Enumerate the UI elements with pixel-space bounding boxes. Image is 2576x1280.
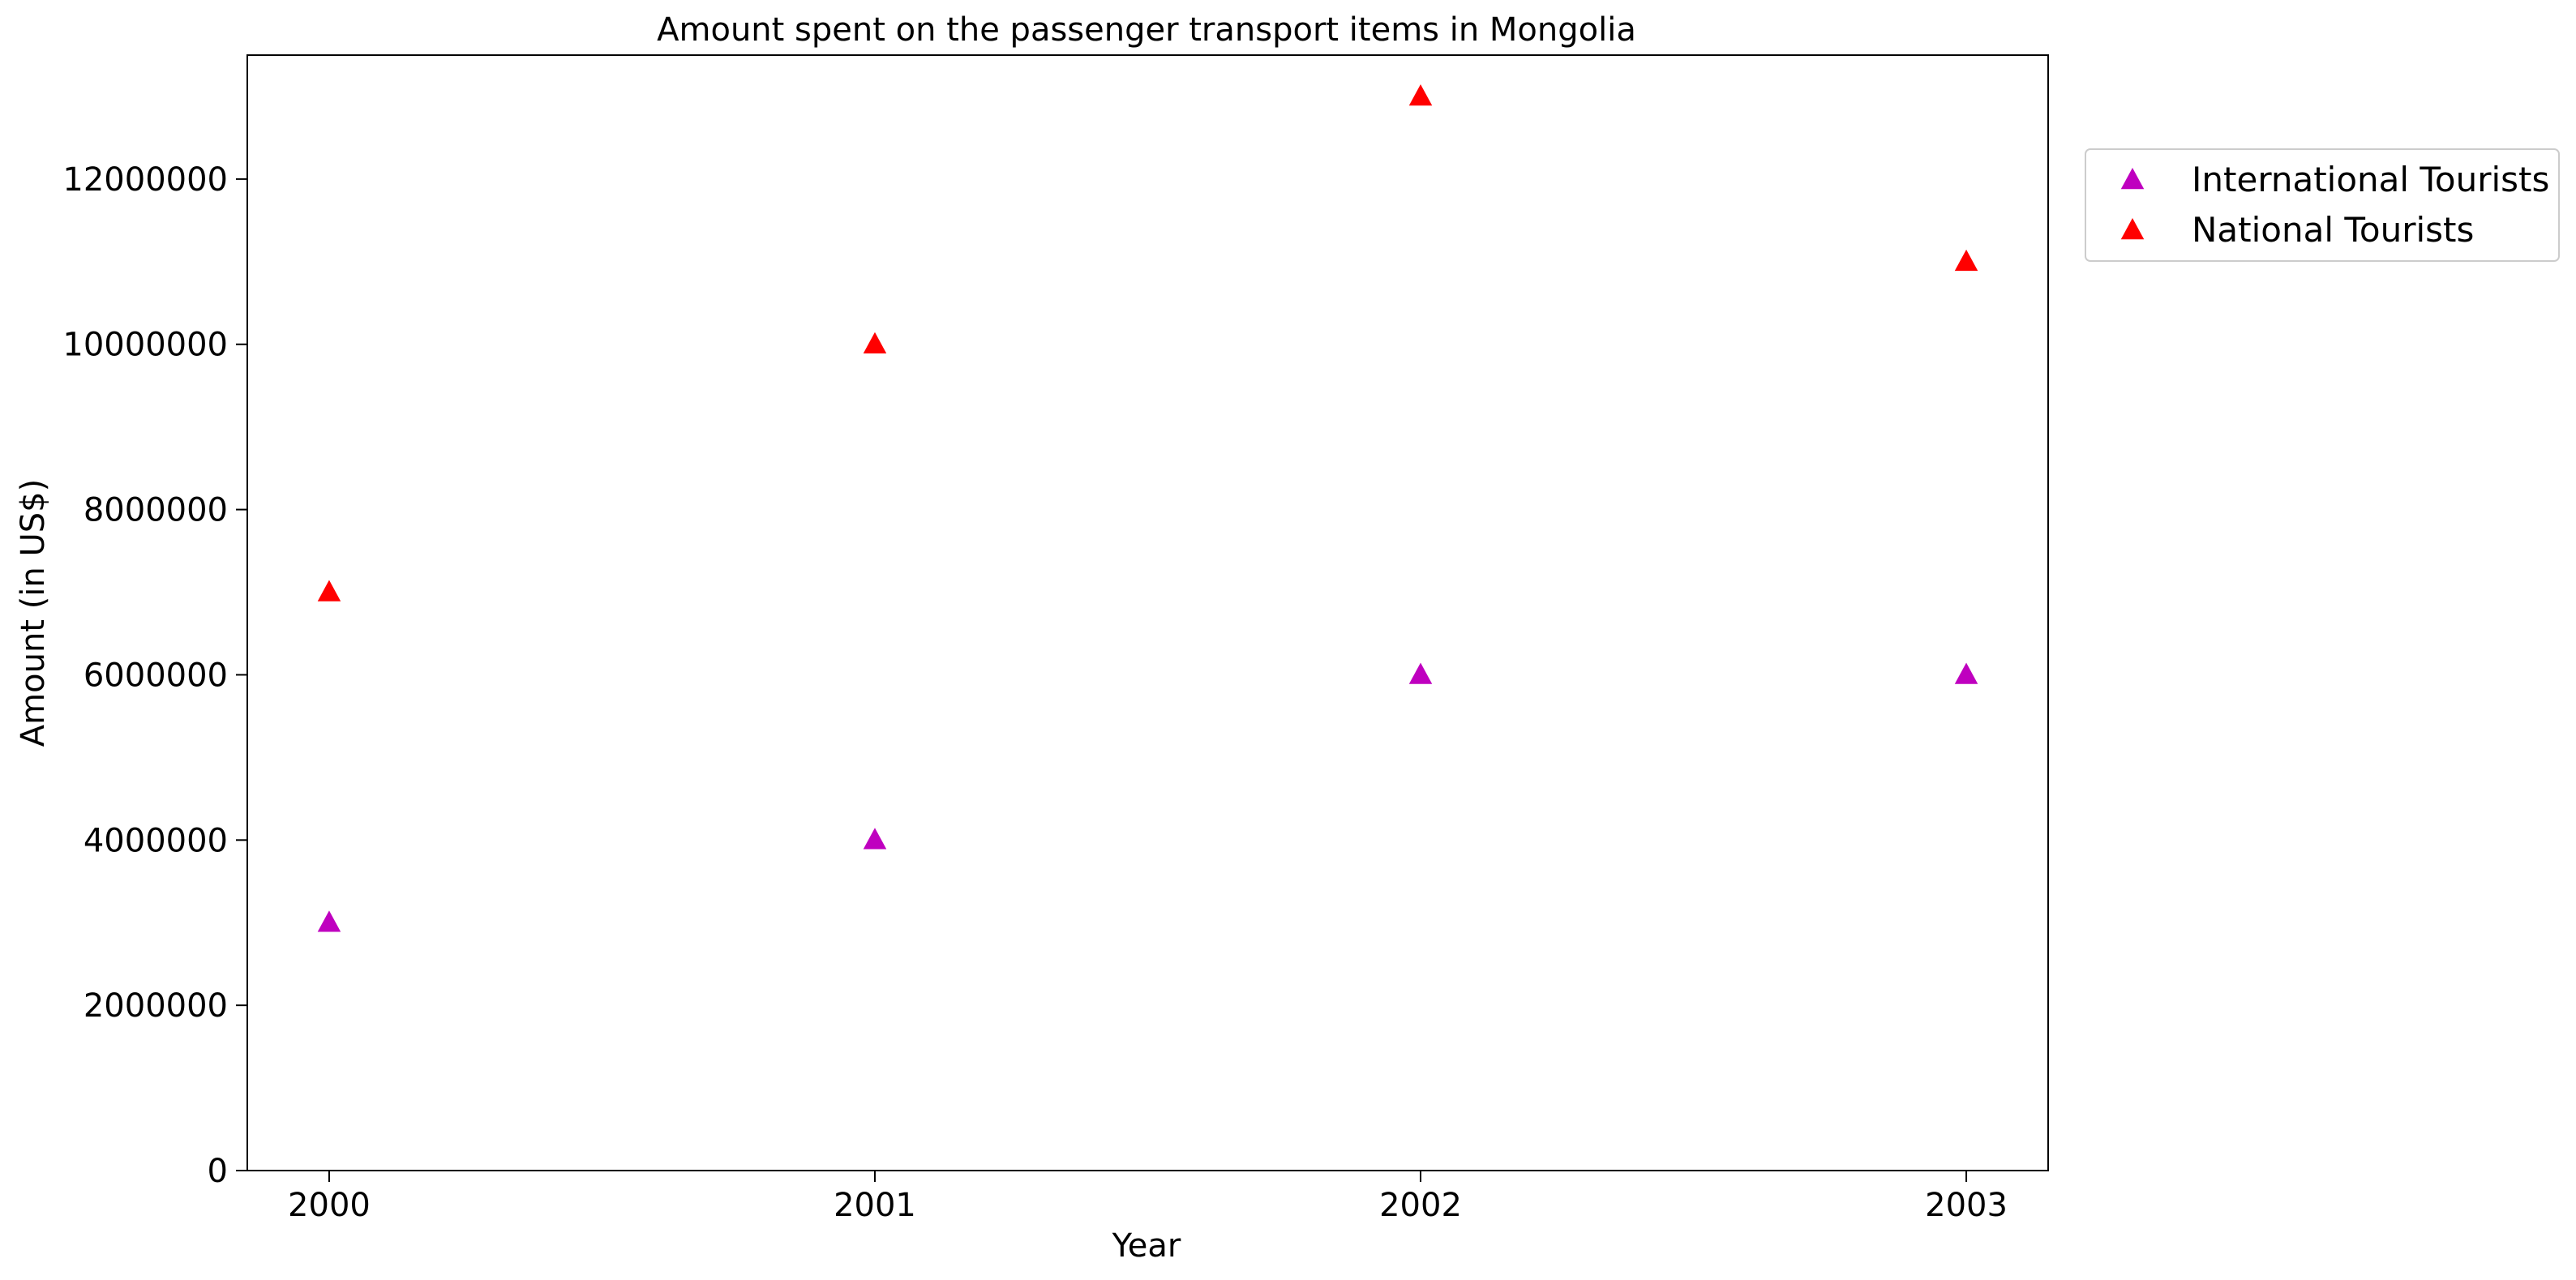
y-tick-label: 0 <box>208 1153 228 1190</box>
y-axis: 0 2000000 4000000 6000000 8000000 10000000 120… <box>62 161 247 1190</box>
legend-marker <box>2120 218 2145 240</box>
data-point-national <box>863 332 887 353</box>
x-tick-label: 2001 <box>834 1187 916 1224</box>
plot-area <box>246 54 2049 1171</box>
y-tick-label: 4000000 <box>84 822 228 859</box>
legend-marker <box>2120 168 2145 190</box>
x-tick-label: 2002 <box>1379 1187 1462 1224</box>
legend: International Tourists National Tourists <box>2085 148 2560 262</box>
data-point-international <box>1408 662 1433 684</box>
x-axis: 2000 2001 2002 2003 <box>288 1171 2008 1224</box>
y-tick-label: 8000000 <box>84 492 228 529</box>
chart-title: Amount spent on the passenger transport … <box>657 11 1636 49</box>
y-tick-label: 10000000 <box>62 327 228 364</box>
data-point-international <box>1954 662 1978 684</box>
data-point-international <box>863 828 887 850</box>
legend-label: International Tourists <box>2192 160 2549 199</box>
x-tick-label: 2000 <box>288 1187 371 1224</box>
y-tick-label: 6000000 <box>84 657 228 694</box>
data-points <box>317 83 1978 932</box>
y-tick-label: 12000000 <box>62 161 228 199</box>
x-tick-label: 2003 <box>1925 1187 2008 1224</box>
data-point-national <box>1408 83 1433 106</box>
y-axis-label: Amount (in US$) <box>15 479 52 747</box>
data-point-international <box>317 910 341 932</box>
data-point-national <box>1954 249 1978 272</box>
x-axis-label: Year <box>1112 1227 1181 1265</box>
y-tick-label: 2000000 <box>84 987 228 1025</box>
legend-box <box>2085 148 2560 262</box>
data-point-national <box>317 580 341 601</box>
legend-label: National Tourists <box>2192 210 2474 250</box>
